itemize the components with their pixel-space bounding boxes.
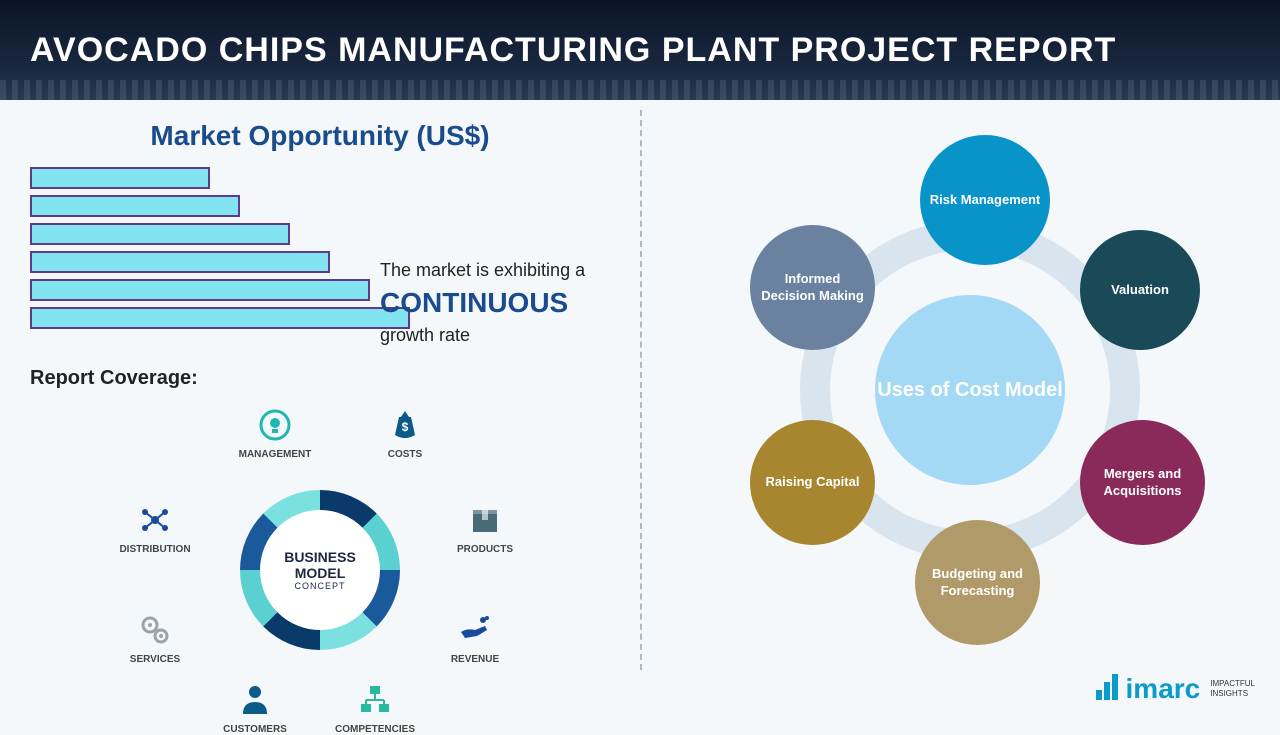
bm-label: COSTS xyxy=(388,449,422,460)
market-title: Market Opportunity (US$) xyxy=(30,120,610,152)
bm-label: PRODUCTS xyxy=(457,544,513,555)
cost-model-diagram: Uses of Cost Model Risk ManagementValuati… xyxy=(680,120,1240,680)
bm-item-management: MANAGEMENT xyxy=(230,405,320,460)
bm-center-sub: CONCEPT xyxy=(294,581,345,591)
bm-item-costs: $ COSTS xyxy=(360,405,450,460)
bar xyxy=(30,167,210,189)
growth-line1: The market is exhibiting a xyxy=(380,260,630,281)
bar xyxy=(30,251,330,273)
svg-text:$: $ xyxy=(402,420,409,434)
lightbulb-icon xyxy=(255,405,295,445)
bar-chart xyxy=(30,167,400,347)
bm-item-revenue: REVENUE xyxy=(430,610,520,665)
cm-node: Raising Capital xyxy=(750,420,875,545)
coverage-title: Report Coverage: xyxy=(30,367,610,390)
business-model-diagram: BUSINESS MODEL CONCEPT MANAGEMENT $ COSTS P… xyxy=(30,400,590,720)
cm-node: Budgeting and Forecasting xyxy=(915,520,1040,645)
bm-item-customers: CUSTOMERS xyxy=(210,680,300,735)
logo: imarc IMPACTFUL INSIGHTS xyxy=(1096,673,1255,705)
moneybag-icon: $ xyxy=(385,405,425,445)
cm-center: Uses of Cost Model xyxy=(875,295,1065,485)
vertical-divider xyxy=(640,110,642,670)
bar xyxy=(30,195,240,217)
logo-subtitle: IMPACTFUL INSIGHTS xyxy=(1210,679,1255,698)
left-panel: Market Opportunity (US$) The market is e… xyxy=(0,100,640,720)
org-icon xyxy=(355,680,395,720)
bm-label: REVENUE xyxy=(451,654,499,665)
cm-node: Informed Decision Making xyxy=(750,225,875,350)
bm-item-services: SERVICES xyxy=(110,610,200,665)
growth-text: The market is exhibiting a CONTINUOUS gr… xyxy=(380,260,630,346)
growth-emphasis: CONTINUOUS xyxy=(380,287,630,319)
bm-center: BUSINESS MODEL CONCEPT xyxy=(260,510,380,630)
bm-center-line2: MODEL xyxy=(295,565,346,581)
hand-icon xyxy=(455,610,495,650)
logo-text: imarc xyxy=(1126,673,1201,705)
bm-label: SERVICES xyxy=(130,654,180,665)
logo-sub2: INSIGHTS xyxy=(1210,689,1255,699)
bm-center-line1: BUSINESS xyxy=(284,549,356,565)
bm-label: COMPETENCIES xyxy=(335,724,415,735)
bm-item-distribution: DISTRIBUTION xyxy=(110,500,200,555)
bm-label: MANAGEMENT xyxy=(239,449,312,460)
right-panel: Uses of Cost Model Risk ManagementValuati… xyxy=(640,100,1280,720)
network-icon xyxy=(135,500,175,540)
growth-line2: growth rate xyxy=(380,325,630,346)
cm-node: Risk Management xyxy=(920,135,1050,265)
bar xyxy=(30,223,290,245)
box-icon xyxy=(465,500,505,540)
page-title: AVOCADO CHIPS MANUFACTURING PLANT PROJEC… xyxy=(30,31,1116,70)
cm-node: Mergers and Acquisitions xyxy=(1080,420,1205,545)
bm-item-competencies: COMPETENCIES xyxy=(330,680,420,735)
person-icon xyxy=(235,680,275,720)
bm-label: CUSTOMERS xyxy=(223,724,287,735)
logo-bars-icon xyxy=(1096,674,1120,705)
bm-label: DISTRIBUTION xyxy=(119,544,190,555)
bar xyxy=(30,279,370,301)
bar xyxy=(30,307,410,329)
cm-node: Valuation xyxy=(1080,230,1200,350)
logo-sub1: IMPACTFUL xyxy=(1210,679,1255,689)
header-banner: AVOCADO CHIPS MANUFACTURING PLANT PROJEC… xyxy=(0,0,1280,100)
bm-item-products: PRODUCTS xyxy=(440,500,530,555)
gears-icon xyxy=(135,610,175,650)
